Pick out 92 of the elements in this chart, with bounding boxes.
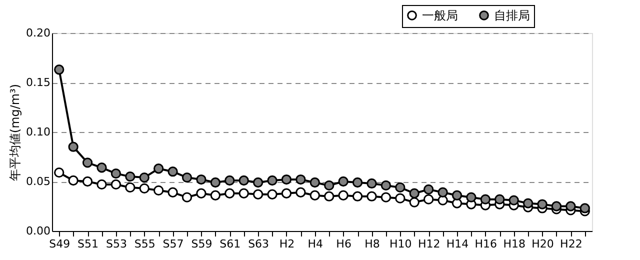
x-tick-label: H20 [532,238,554,250]
point [380,192,392,202]
point [424,184,434,194]
point [380,180,392,191]
point [139,172,150,183]
point [238,188,249,198]
legend-label: 一般局 [422,8,458,22]
x-tick-label: S55 [134,238,156,250]
point [125,182,136,193]
point [196,174,206,185]
point [82,176,93,187]
point [580,203,590,214]
point [494,194,505,204]
point [452,190,462,200]
x-tick-label: S51 [78,238,99,250]
point [352,191,363,202]
x-tick-label: S61 [220,238,241,250]
point [252,189,264,200]
point [96,162,107,173]
point [409,197,420,208]
x-tick-label: H16 [474,238,498,250]
point [110,168,122,179]
y-tick-label: 0.20 [26,26,50,40]
point [281,188,292,198]
point [310,177,320,188]
point [68,142,78,152]
point [338,176,348,187]
x-tick-label: H14 [446,238,469,250]
point [125,171,136,182]
legend-label: 自排局 [494,8,530,22]
x-tick-label: H12 [418,238,440,250]
y-axis-title: 年平均値(mg/m³) [8,84,22,182]
point [366,191,377,202]
point [238,175,249,186]
x-tick-label: H10 [390,238,412,250]
point [210,190,220,200]
point [54,168,64,178]
point [395,193,406,204]
point [267,175,278,186]
point [324,180,334,191]
point [110,179,122,190]
point [82,158,93,168]
x-tick-label: H18 [503,238,526,250]
point [551,201,562,212]
point [296,174,306,185]
point [508,195,519,206]
point [252,177,264,188]
point [281,174,292,185]
point [310,190,320,200]
point [395,182,406,193]
point [168,187,178,198]
x-tick-label: H2 [279,238,295,250]
point [182,192,192,202]
point [139,183,150,194]
point [438,187,448,198]
point [522,198,534,208]
point [210,177,220,188]
point [466,192,476,202]
point [168,166,178,177]
point [182,172,192,183]
x-tick-label: S49 [49,238,70,250]
y-tick-label: 0.00 [26,224,50,238]
point [352,177,363,188]
point [224,175,235,186]
x-tick-label: H6 [336,238,352,250]
x-tick-label: S59 [191,238,212,250]
point [366,178,377,189]
point [424,194,434,204]
point [68,175,78,186]
y-tick-label: 0.05 [26,175,50,188]
x-tick-label: H4 [308,238,324,250]
point [324,191,334,202]
y-tick-label: 0.10 [26,126,50,138]
point [196,188,206,198]
point [566,201,576,212]
point [267,189,278,200]
point [154,185,164,196]
point [480,194,490,204]
point [409,188,420,198]
x-tick-label: H8 [364,238,380,250]
point [154,164,164,174]
point [54,64,64,75]
point [224,188,235,198]
x-tick-label: S53 [106,238,127,250]
point [296,187,306,198]
point [338,190,348,200]
point [96,179,107,190]
point [537,199,548,210]
x-tick-label: S63 [248,238,270,250]
y-tick-label: 0.15 [26,76,50,89]
x-tick-label: S57 [162,238,184,250]
x-tick-label: H22 [560,238,582,250]
